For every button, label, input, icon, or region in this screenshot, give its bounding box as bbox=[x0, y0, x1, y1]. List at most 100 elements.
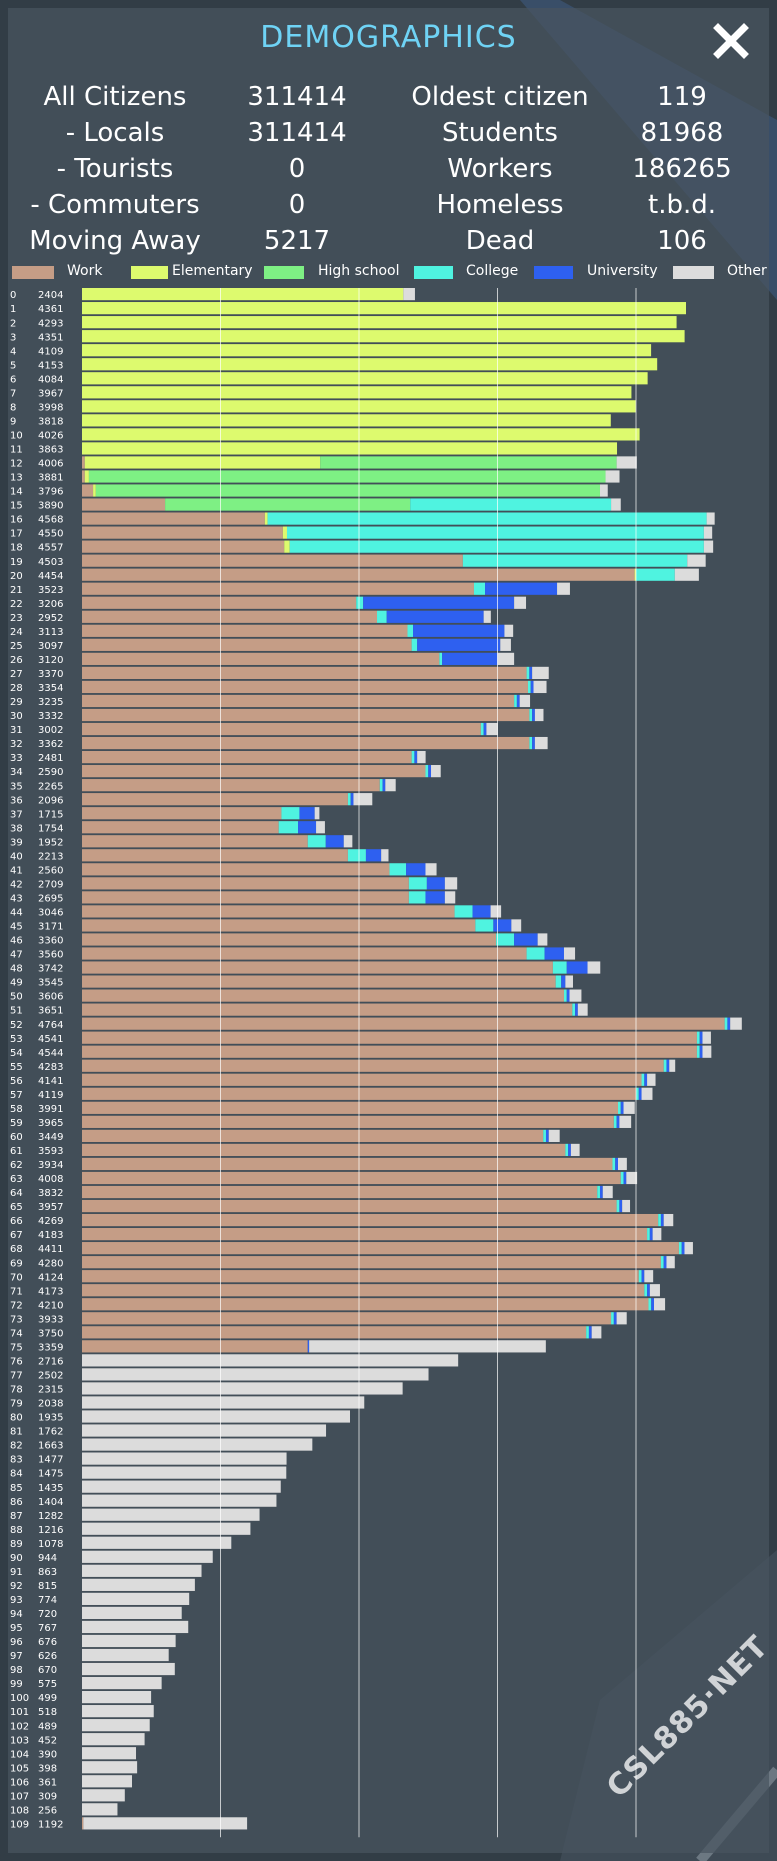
bar-other bbox=[706, 512, 715, 525]
age-tick-label: 101 bbox=[10, 1707, 29, 1718]
age-total-label: 626 bbox=[38, 1651, 57, 1662]
age-total-label: 2560 bbox=[38, 865, 63, 876]
bar-college bbox=[347, 849, 366, 862]
bar-work bbox=[82, 1312, 612, 1325]
bar-university bbox=[417, 638, 501, 651]
legend-label-other: Other bbox=[727, 263, 767, 279]
bar-other bbox=[674, 568, 699, 581]
age-total-label: 676 bbox=[38, 1637, 57, 1648]
bar-other bbox=[82, 1578, 195, 1591]
age-total-label: 2502 bbox=[38, 1371, 63, 1382]
bar-work bbox=[82, 793, 348, 806]
age-total-label: 1282 bbox=[38, 1511, 63, 1522]
bar-other bbox=[82, 1803, 118, 1816]
age-total-label: 4084 bbox=[38, 374, 63, 385]
bar-other bbox=[82, 1761, 138, 1774]
age-tick-label: 17 bbox=[10, 529, 23, 540]
bar-other bbox=[82, 1592, 190, 1605]
bar-other bbox=[537, 933, 548, 946]
bar-other bbox=[82, 1480, 281, 1493]
bar-other bbox=[403, 288, 415, 301]
age-tick-label: 46 bbox=[10, 936, 23, 947]
bar-elementary bbox=[284, 540, 290, 553]
bar-university bbox=[365, 849, 382, 862]
stat-value-oldest-citizen: 119 bbox=[657, 82, 707, 112]
bar-college bbox=[407, 624, 414, 637]
bar-college bbox=[286, 526, 704, 539]
bar-university bbox=[363, 596, 515, 609]
bar-university bbox=[485, 582, 558, 595]
age-tick-label: 54 bbox=[10, 1048, 23, 1059]
age-total-label: 256 bbox=[38, 1805, 57, 1816]
bar-university bbox=[298, 821, 317, 834]
age-total-label: 3991 bbox=[38, 1104, 63, 1115]
bar-college bbox=[379, 779, 383, 792]
bar-university bbox=[727, 1017, 731, 1030]
age-tick-label: 88 bbox=[10, 1525, 23, 1536]
bar-other bbox=[623, 1101, 635, 1114]
age-total-label: 3863 bbox=[38, 445, 63, 456]
bar-other bbox=[618, 1157, 627, 1171]
close-icon[interactable] bbox=[712, 22, 750, 60]
bar-other bbox=[533, 680, 547, 694]
bar-work bbox=[82, 722, 481, 736]
bar-other bbox=[82, 1691, 152, 1704]
age-tick-label: 76 bbox=[10, 1356, 23, 1367]
age-tick-label: 72 bbox=[10, 1300, 23, 1311]
age-total-label: 2716 bbox=[38, 1356, 63, 1367]
age-total-label: 767 bbox=[38, 1623, 57, 1634]
age-tick-label: 106 bbox=[10, 1777, 29, 1788]
bar-college bbox=[638, 1270, 642, 1283]
age-total-label: 518 bbox=[38, 1707, 57, 1718]
bar-college bbox=[439, 652, 443, 665]
bar-other bbox=[82, 1536, 232, 1549]
bar-college bbox=[696, 1031, 700, 1044]
bar-university bbox=[532, 736, 535, 750]
age-total-label: 944 bbox=[38, 1553, 57, 1564]
bar-other bbox=[570, 1143, 580, 1157]
bar-university bbox=[414, 750, 418, 764]
age-total-label: 4283 bbox=[38, 1062, 63, 1073]
age-tick-label: 11 bbox=[10, 445, 23, 456]
bar-work bbox=[82, 484, 94, 497]
age-tick-label: 43 bbox=[10, 893, 23, 904]
bar-other bbox=[666, 1256, 675, 1269]
bar-work bbox=[82, 821, 279, 834]
age-total-label: 720 bbox=[38, 1609, 57, 1620]
bar-university bbox=[532, 708, 535, 722]
stat-label-homeless: Homeless bbox=[436, 190, 564, 220]
bar-other bbox=[669, 1059, 676, 1072]
age-total-label: 575 bbox=[38, 1679, 57, 1690]
age-total-label: 3449 bbox=[38, 1132, 63, 1143]
bar-other bbox=[82, 1368, 429, 1381]
bar-elementary bbox=[82, 288, 404, 301]
age-total-label: 4361 bbox=[38, 304, 63, 315]
bar-college bbox=[496, 933, 515, 946]
bar-other bbox=[622, 1199, 631, 1213]
bar-other bbox=[82, 1410, 350, 1423]
bar-work bbox=[82, 638, 412, 651]
bar-college bbox=[425, 765, 429, 778]
age-total-label: 4541 bbox=[38, 1034, 63, 1045]
age-tick-label: 6 bbox=[10, 374, 16, 385]
bar-elementary bbox=[82, 344, 652, 357]
age-total-label: 4351 bbox=[38, 332, 63, 343]
bar-work bbox=[82, 961, 553, 974]
age-total-label: 3934 bbox=[38, 1160, 63, 1171]
age-total-label: 3933 bbox=[38, 1314, 63, 1325]
age-tick-label: 29 bbox=[10, 697, 23, 708]
age-tick-label: 31 bbox=[10, 725, 23, 736]
bar-college bbox=[563, 989, 567, 1002]
stat-value-students: 81968 bbox=[640, 118, 724, 148]
bar-college bbox=[278, 821, 299, 834]
stat-value-locals: 311414 bbox=[247, 118, 347, 148]
age-tick-label: 100 bbox=[10, 1693, 29, 1704]
bar-university bbox=[641, 1270, 645, 1283]
bar-college bbox=[289, 540, 704, 553]
age-total-label: 3002 bbox=[38, 725, 63, 736]
bar-other bbox=[82, 1747, 137, 1760]
age-total-label: 4153 bbox=[38, 360, 63, 371]
age-tick-label: 74 bbox=[10, 1328, 23, 1339]
bar-work bbox=[82, 652, 440, 665]
age-total-label: 4568 bbox=[38, 515, 63, 526]
